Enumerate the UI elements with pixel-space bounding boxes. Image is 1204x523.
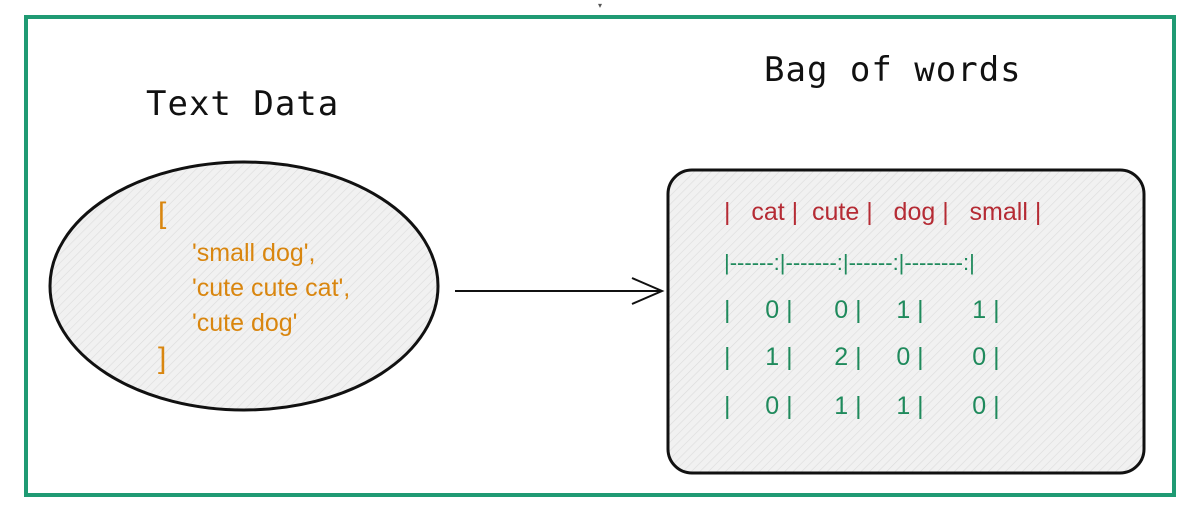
- text-data-ellipse: [48, 160, 440, 412]
- open-bracket: [: [158, 197, 167, 230]
- close-bracket: ]: [158, 342, 167, 375]
- arrow-head: [631, 277, 665, 305]
- bow-row-3: | 0 | 1 | 1 | 0 |: [724, 392, 1000, 420]
- bag-of-words-title: Bag of words: [764, 50, 1022, 90]
- bag-of-words-box: [666, 168, 1146, 475]
- text-line-3: 'cute dog': [192, 309, 298, 337]
- bow-row-2: | 1 | 2 | 0 | 0 |: [724, 343, 1000, 371]
- bow-header-row: | cat | cute | dog | small |: [724, 198, 1042, 226]
- diagram-frame: [24, 15, 1176, 497]
- bow-row-1: | 0 | 0 | 1 | 1 |: [724, 296, 1000, 324]
- text-line-1: 'small dog',: [192, 239, 316, 267]
- bow-separator-row: |------:|-------:|------:|--------:|: [724, 250, 975, 275]
- text-data-title: Text Data: [146, 84, 340, 124]
- top-marker: ▾: [598, 1, 603, 10]
- text-line-2: 'cute cute cat',: [192, 274, 351, 302]
